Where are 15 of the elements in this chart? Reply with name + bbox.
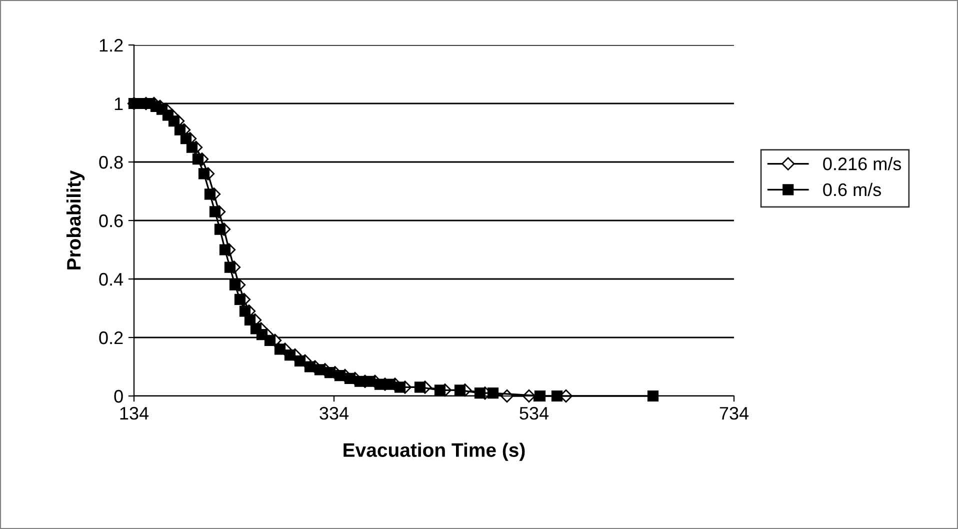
legend-label: 0.216 m/s	[823, 157, 902, 170]
y-tick-label: 0.6	[99, 214, 123, 228]
x-tick-label: 534	[520, 406, 549, 420]
legend-label: 0.6 m/s	[823, 182, 881, 196]
x-tick-label: 334	[320, 406, 349, 420]
y-axis-title: Probability	[66, 170, 85, 270]
y-tick-label: 0.2	[99, 331, 123, 344]
x-tick-label: 134	[120, 406, 149, 420]
y-tick-label: 0	[114, 390, 123, 403]
y-tick-label: 0.4	[99, 272, 124, 286]
y-tick-label: 1	[114, 98, 123, 110]
y-tick-label: 1.2	[100, 38, 123, 52]
x-tick-label: 734	[720, 406, 749, 420]
y-tick-label: 0.8	[99, 156, 123, 169]
x-axis-title: Evacuation Time (s)	[344, 442, 525, 461]
